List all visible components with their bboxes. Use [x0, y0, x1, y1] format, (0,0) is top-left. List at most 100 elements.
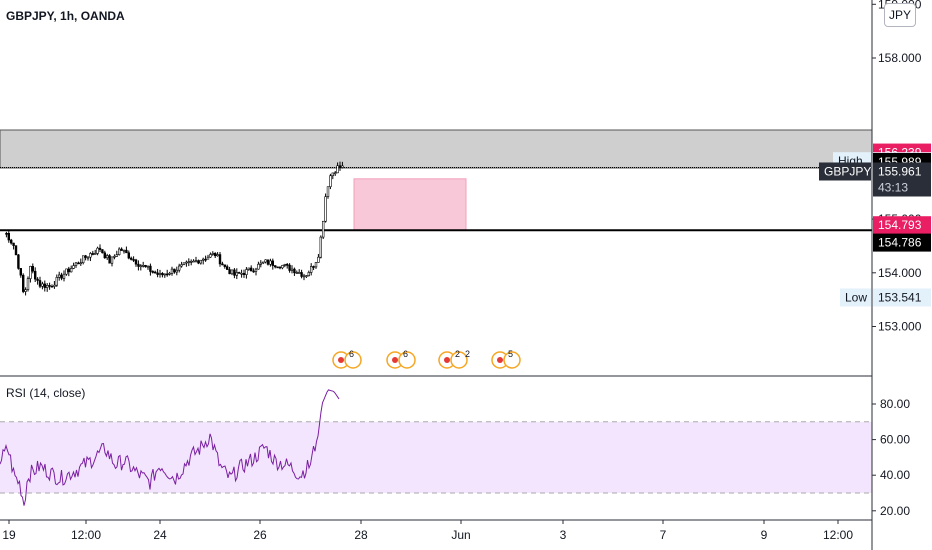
candle-body	[314, 262, 318, 268]
price-marker-label: 153.541	[878, 290, 922, 304]
candle-body	[281, 265, 284, 269]
candle-body	[113, 256, 116, 258]
candle-body	[154, 271, 157, 274]
candle-body	[29, 266, 32, 279]
candle-body	[295, 272, 298, 274]
event-count: 5	[508, 349, 513, 359]
candle-body	[134, 259, 138, 265]
event-count: 2	[455, 349, 460, 359]
candle-body	[302, 275, 306, 278]
candle-body	[235, 272, 238, 276]
candle-body	[221, 263, 224, 266]
candle-body	[127, 252, 131, 259]
price-tick-label: 154.000	[878, 266, 922, 280]
candle-body	[288, 264, 291, 271]
price-marker-label: 154.786	[878, 236, 922, 250]
rsi-band	[0, 421, 872, 493]
time-tick-label: 24	[153, 528, 167, 542]
candle-body	[86, 256, 90, 259]
candle-body	[230, 269, 234, 275]
time-tick-label: 12:00	[71, 528, 101, 542]
candle-body	[21, 274, 25, 292]
candle-body	[211, 252, 214, 255]
candle-body	[250, 267, 253, 272]
price-marker-label: 154.793	[878, 218, 922, 232]
time-tick-label: 19	[2, 528, 16, 542]
candle-body	[216, 254, 219, 257]
candle-body	[261, 261, 265, 264]
candle-body	[33, 270, 37, 280]
candle-body	[228, 269, 231, 275]
candle-body	[139, 265, 142, 268]
candle-body	[178, 265, 181, 271]
candle-body	[120, 248, 123, 251]
economic-event-icon[interactable]: 6	[332, 349, 362, 369]
candle-body	[142, 264, 145, 267]
candle-body	[7, 233, 11, 241]
candle-body	[276, 266, 279, 269]
candle-body	[74, 262, 78, 266]
candle-body	[319, 236, 322, 258]
candle-body	[19, 268, 22, 276]
candle-body	[10, 239, 13, 244]
rsi-tick-label: 60.00	[880, 433, 910, 447]
rsi-tick-label: 20.00	[880, 504, 910, 518]
rsi-tick-label: 80.00	[880, 397, 910, 411]
symbol-legend: GBPJPY, 1h, OANDA	[6, 9, 125, 23]
candle-body	[65, 268, 68, 275]
price-marker-prefix-bg	[819, 162, 871, 181]
candle-body	[144, 264, 147, 268]
event-count: 6	[403, 349, 408, 359]
event-dot	[444, 357, 450, 363]
price-pane	[0, 129, 873, 296]
candle-body	[309, 266, 313, 273]
candle-body	[338, 165, 342, 168]
candle-body	[173, 268, 176, 273]
candle-body	[62, 273, 66, 279]
event-circle	[450, 351, 468, 369]
candle-body	[14, 245, 18, 256]
candle-body	[312, 266, 315, 268]
candle-body	[321, 220, 325, 238]
candle-body	[156, 272, 159, 275]
candle-body	[273, 265, 277, 268]
candle-body	[271, 260, 274, 266]
candle-body	[168, 273, 171, 275]
candle-body	[254, 268, 258, 272]
candle-body	[245, 269, 248, 275]
candle-body	[266, 259, 270, 265]
candle-body	[194, 260, 198, 262]
candle-body	[57, 274, 61, 278]
candle-body	[72, 265, 75, 269]
time-tick-label: 26	[253, 528, 267, 542]
event-circle	[344, 351, 362, 369]
economic-event-icon[interactable]: 6	[386, 349, 416, 369]
candle-body	[101, 249, 104, 254]
time-tick-label: 3	[560, 528, 567, 542]
time-tick-label: Jun	[451, 528, 470, 542]
candle-body	[98, 247, 102, 250]
candle-body	[257, 263, 260, 270]
price-marker-prefix-bg	[840, 288, 871, 307]
candle-body	[269, 260, 272, 265]
economic-event-icon[interactable]: 5	[491, 349, 521, 369]
candle-body	[180, 264, 183, 267]
supply-zone	[0, 129, 873, 169]
candle-body	[317, 256, 320, 263]
candle-body	[24, 289, 27, 292]
candle-body	[17, 254, 20, 269]
candle-body	[38, 280, 42, 287]
candle-body	[204, 258, 207, 261]
candle-body	[242, 273, 246, 275]
candle-body	[170, 268, 174, 274]
candle-body	[238, 272, 241, 274]
candle-body	[67, 268, 71, 273]
candle-body	[293, 268, 296, 274]
candle-body	[297, 272, 301, 274]
currency-button[interactable]: JPY	[884, 3, 916, 27]
price-marker: 155.961 43:13 GBPJPY	[819, 162, 931, 197]
rsi-tick-label: 40.00	[880, 468, 910, 482]
candle-body	[326, 186, 330, 197]
